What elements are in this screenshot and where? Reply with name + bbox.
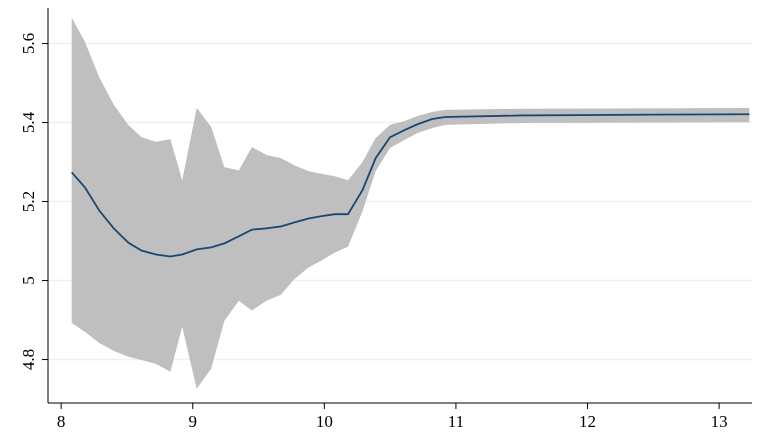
x-tick-label: 9 bbox=[188, 412, 197, 431]
confidence-band bbox=[71, 17, 750, 389]
line bbox=[71, 113, 750, 258]
y-tick-label: 5 bbox=[19, 276, 38, 285]
x-tick-label: 12 bbox=[579, 412, 596, 431]
y-tick-label: 4.8 bbox=[19, 349, 38, 370]
x-tick-label: 10 bbox=[316, 412, 333, 431]
x-tick-label: 11 bbox=[448, 412, 464, 431]
y-tick-label: 5.2 bbox=[19, 191, 38, 212]
x-tick-label: 8 bbox=[57, 412, 66, 431]
y-tick-label: 5.6 bbox=[19, 33, 38, 54]
x-tick-label: 13 bbox=[711, 412, 728, 431]
y-tick-label: 5.4 bbox=[19, 111, 38, 133]
